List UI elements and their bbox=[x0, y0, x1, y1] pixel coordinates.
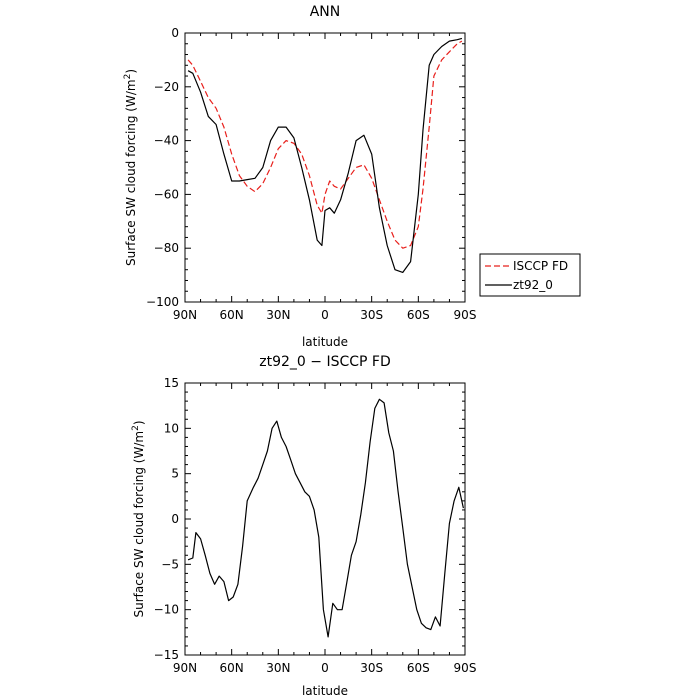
chart1-x-tick-label: 60S bbox=[407, 308, 430, 322]
chart1-series-isccp-fd bbox=[187, 40, 463, 249]
chart2-title: zt92_0 − ISCCP FD bbox=[259, 354, 390, 370]
legend-label: ISCCP FD bbox=[513, 259, 568, 273]
chart1-x-tick-label: 90S bbox=[454, 308, 477, 322]
chart2-x-tick-label: 90S bbox=[454, 661, 477, 675]
chart1-x-tick-label: 30S bbox=[360, 308, 383, 322]
chart2-x-tick-label: 0 bbox=[321, 661, 329, 675]
chart1-y-tick-label: −60 bbox=[154, 187, 179, 201]
chart2-x-tick-label: 60S bbox=[407, 661, 430, 675]
chart2-y-tick-label: −5 bbox=[161, 557, 179, 571]
chart2-y-tick-label: −15 bbox=[154, 648, 179, 662]
chart2-x-tick-label: 90N bbox=[173, 661, 197, 675]
chart2-x-tick-label: 30N bbox=[266, 661, 290, 675]
chart2-y-tick-label: 15 bbox=[164, 376, 179, 390]
chart1-title: ANN bbox=[310, 4, 341, 20]
chart1-x-tick-label: 0 bbox=[321, 308, 329, 322]
chart1-x-tick-label: 30N bbox=[266, 308, 290, 322]
chart1-x-tick-label: 90N bbox=[173, 308, 197, 322]
legend-box bbox=[479, 253, 581, 297]
chart2-series-line bbox=[187, 398, 464, 638]
chart2-x-tick-label: 30S bbox=[360, 661, 383, 675]
chart1-x-tick-label: 60N bbox=[220, 308, 244, 322]
chart2-plot-frame bbox=[184, 382, 466, 656]
chart1-x-axis-label: latitude bbox=[302, 335, 348, 349]
chart1-plot-frame bbox=[184, 32, 466, 303]
chart2-x-axis-label: latitude bbox=[302, 684, 348, 698]
chart2-y-tick-label: −10 bbox=[154, 603, 179, 617]
chart1-y-tick-label: −80 bbox=[154, 241, 179, 255]
chart1-y-tick-label: −40 bbox=[154, 134, 179, 148]
chart2-y-tick-label: 0 bbox=[171, 512, 179, 526]
chart1-y-tick-label: 0 bbox=[171, 26, 179, 40]
chart1-series-zt92-0 bbox=[187, 37, 463, 273]
chart2-x-tick-label: 60N bbox=[220, 661, 244, 675]
chart2-y-axis-label: Surface SW cloud forcing (W/m2) bbox=[131, 420, 146, 617]
chart2-y-tick-label: 5 bbox=[171, 467, 179, 481]
chart1-y-axis-label: Surface SW cloud forcing (W/m2) bbox=[123, 69, 138, 266]
chart1-y-tick-label: −20 bbox=[154, 80, 179, 94]
chart1-y-tick-label: −100 bbox=[146, 295, 179, 309]
chart2-y-tick-label: 10 bbox=[164, 421, 179, 435]
legend-label: zt92_0 bbox=[513, 278, 553, 292]
